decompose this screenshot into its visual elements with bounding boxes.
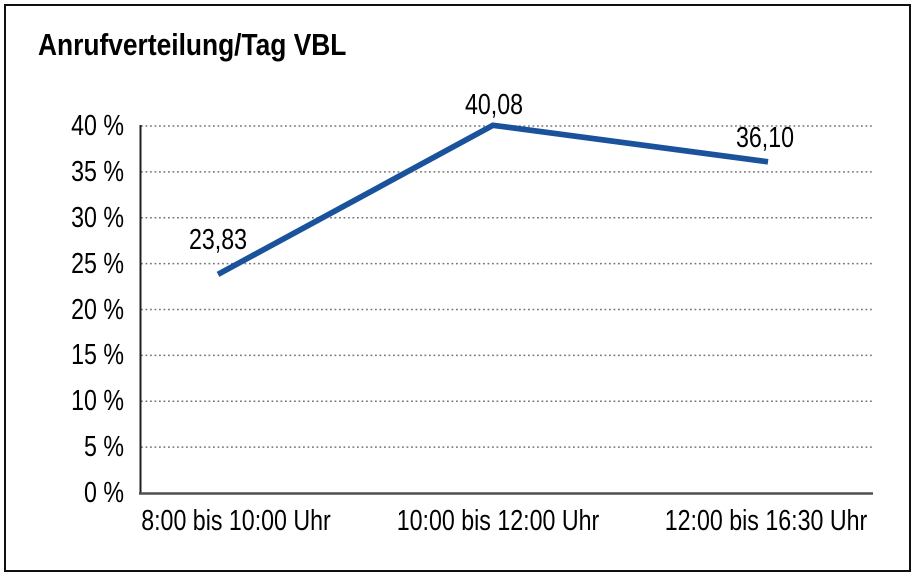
y-tick-label: 20 % [71, 293, 124, 326]
y-tick-label: 30 % [71, 201, 124, 234]
y-tick-label: 25 % [71, 247, 124, 280]
y-tick-label: 35 % [71, 155, 124, 188]
chart-frame [4, 4, 911, 572]
y-tick-label: 10 % [71, 385, 124, 418]
data-point-label: 23,83 [188, 224, 248, 257]
data-line [216, 122, 769, 277]
data-point-label: 40,08 [464, 89, 524, 122]
chart-title: Anrufverteilung/Tag VBL [38, 27, 347, 62]
data-point-label: 36,10 [735, 121, 795, 154]
y-tick-label: 40 % [71, 110, 124, 142]
x-category-label: 10:00 bis 12:00 Uhr [396, 505, 600, 537]
y-tick-label: 0 % [84, 477, 124, 509]
y-tick-label: 15 % [71, 339, 124, 372]
y-tick-label: 5 % [84, 431, 124, 464]
x-category-label: 8:00 bis 10:00 Uhr [141, 505, 331, 537]
x-category-label: 12:00 bis 16:30 Uhr [664, 505, 868, 537]
